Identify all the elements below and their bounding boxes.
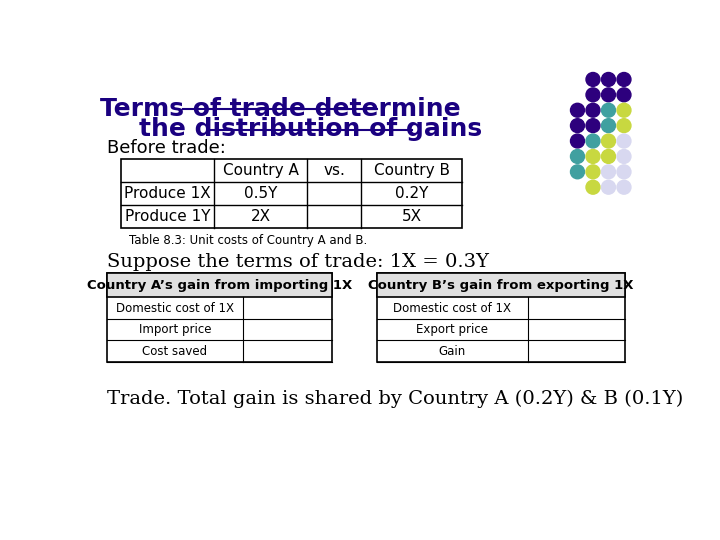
FancyBboxPatch shape [377,273,625,362]
Text: Country A’s gain from importing 1X: Country A’s gain from importing 1X [87,279,352,292]
Circle shape [601,72,616,86]
Circle shape [570,165,585,179]
Circle shape [617,72,631,86]
Text: Suppose the terms of trade: 1X = 0.3Y: Suppose the terms of trade: 1X = 0.3Y [107,253,489,272]
Text: Country A: Country A [222,163,298,178]
Text: vs.: vs. [323,163,345,178]
Text: 0.5Y: 0.5Y [244,186,277,201]
FancyBboxPatch shape [121,159,462,228]
Circle shape [617,88,631,102]
FancyBboxPatch shape [107,273,332,362]
Circle shape [586,88,600,102]
Text: Cost saved: Cost saved [143,345,207,357]
Text: Country B: Country B [374,163,449,178]
FancyBboxPatch shape [377,273,625,298]
Circle shape [586,134,600,148]
Circle shape [586,180,600,194]
Text: the distribution of gains: the distribution of gains [139,117,482,141]
Circle shape [570,119,585,132]
Text: Domestic cost of 1X: Domestic cost of 1X [116,302,234,315]
Circle shape [617,134,631,148]
Circle shape [617,119,631,132]
Circle shape [601,88,616,102]
Circle shape [570,134,585,148]
Text: Produce 1X: Produce 1X [124,186,211,201]
Circle shape [601,134,616,148]
Circle shape [586,119,600,132]
Circle shape [586,150,600,164]
Circle shape [617,103,631,117]
Circle shape [617,150,631,164]
Text: Gain: Gain [438,345,466,357]
Circle shape [586,103,600,117]
Text: Domestic cost of 1X: Domestic cost of 1X [393,302,511,315]
Text: Produce 1Y: Produce 1Y [125,209,210,224]
Text: 0.2Y: 0.2Y [395,186,428,201]
Text: Export price: Export price [416,323,488,336]
Text: 2X: 2X [251,209,271,224]
Circle shape [601,180,616,194]
Circle shape [601,165,616,179]
Circle shape [586,165,600,179]
Circle shape [586,72,600,86]
Text: Terms of trade determine: Terms of trade determine [99,97,460,121]
FancyBboxPatch shape [107,273,332,298]
Text: Before trade:: Before trade: [107,139,226,158]
Text: 5X: 5X [402,209,422,224]
Text: Trade. Total gain is shared by Country A (0.2Y) & B (0.1Y): Trade. Total gain is shared by Country A… [107,390,683,408]
Circle shape [601,103,616,117]
Circle shape [617,165,631,179]
Circle shape [617,180,631,194]
Circle shape [570,103,585,117]
Circle shape [601,119,616,132]
Text: Import price: Import price [139,323,211,336]
Circle shape [601,150,616,164]
Text: Country B’s gain from exporting 1X: Country B’s gain from exporting 1X [368,279,634,292]
Text: Table 8.3: Unit costs of Country A and B.: Table 8.3: Unit costs of Country A and B… [129,234,367,247]
Circle shape [570,150,585,164]
